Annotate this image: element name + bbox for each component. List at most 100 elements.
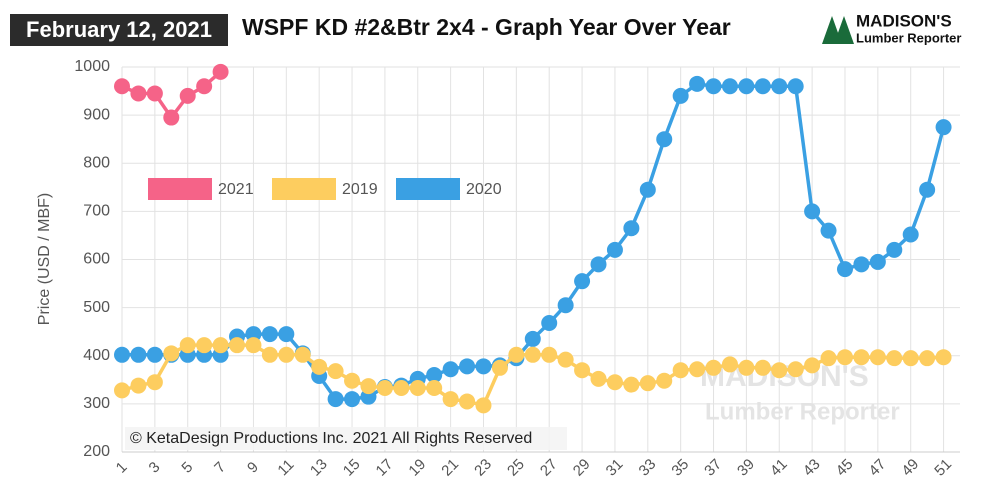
x-tick-label: 43 [800,456,824,480]
data-point [278,326,295,343]
data-point [426,379,443,396]
y-tick-label: 200 [83,443,110,460]
data-point [146,85,163,102]
data-point [639,375,656,392]
data-point [869,253,886,270]
data-point [278,346,295,363]
data-point [853,349,870,366]
data-point [836,349,853,366]
data-point [590,256,607,273]
annotation-box [125,427,567,450]
x-tick-label: 35 [668,456,692,480]
data-point [721,356,738,373]
data-point [114,382,130,399]
data-point [360,378,377,395]
legend-label: 2020 [466,181,502,198]
data-point [705,78,722,95]
data-point [475,358,492,375]
x-tick-label: 13 [307,456,331,480]
data-point [771,362,788,379]
data-point [196,78,213,95]
y-tick-label: 900 [83,106,110,123]
x-tick-label: 11 [274,456,297,479]
data-point [672,362,689,379]
data-point [689,361,706,378]
x-tick-label: 51 [931,456,955,480]
date: February 12, 2021 [26,17,212,42]
data-point [179,337,196,354]
x-tick-label: 19 [405,456,429,480]
data-point [853,256,870,273]
data-point [919,350,936,367]
data-point [146,374,163,391]
data-point [245,337,262,354]
y-tick-label: 700 [83,203,110,220]
legend-swatch [396,178,460,200]
data-point [294,346,311,363]
data-point [426,367,443,383]
x-tick-label: 39 [734,456,758,480]
data-point [689,75,706,92]
data-point [376,379,393,396]
y-tick-label: 400 [83,347,110,364]
data-point [820,222,837,239]
legend-swatch [148,178,212,200]
x-tick-label: 45 [833,456,857,480]
logo-icon [822,16,854,44]
data-point [459,393,476,410]
data-point [886,350,903,367]
x-tick-label: 29 [570,456,594,480]
chart-title: WSPF KD #2&Btr 2x4 - Graph Year Over Yea… [242,14,731,40]
x-tick-label: 3 [146,459,164,477]
x-tick-label: 7 [211,459,229,477]
x-tick-label: 25 [504,456,528,480]
logo-title: MADISON'S [856,11,952,30]
data-point [639,181,656,198]
data-point [606,241,623,258]
legend-label: 2021 [218,181,254,198]
logo-subtitle: Lumber Reporter [856,30,961,45]
data-point [541,315,558,332]
data-point [393,379,410,396]
data-point [656,372,673,389]
data-point [787,361,804,378]
data-point [442,361,459,378]
data-point [574,362,591,379]
data-point [442,391,459,408]
data-point [804,357,821,374]
data-point [524,346,541,363]
x-tick-label: 37 [701,456,725,480]
data-point [212,337,229,354]
data-point [672,87,689,104]
data-point [229,337,246,354]
data-point [705,359,722,376]
data-point [886,241,903,258]
data-point [557,351,574,368]
data-point [130,85,147,102]
data-point [114,346,130,363]
data-point [196,337,213,354]
data-point [754,78,771,95]
data-point [656,131,673,148]
data-point [261,326,278,343]
data-point [869,349,886,366]
x-tick-label: 15 [340,456,364,480]
legend-swatch [272,178,336,200]
data-point [311,358,328,375]
y-tick-label: 1000 [74,58,110,75]
data-point [721,78,738,95]
data-point [327,391,344,408]
data-point [114,78,130,95]
data-point [344,372,361,389]
x-tick-label: 5 [178,459,196,477]
data-point [787,78,804,95]
data-point [902,350,919,367]
x-tick-label: 21 [438,456,462,480]
data-point [130,377,147,394]
data-point [541,346,558,363]
x-tick-label: 17 [373,456,397,480]
x-tick-label: 31 [603,456,627,480]
data-point [557,297,574,314]
watermark-subtitle: Lumber Reporter [705,398,900,425]
